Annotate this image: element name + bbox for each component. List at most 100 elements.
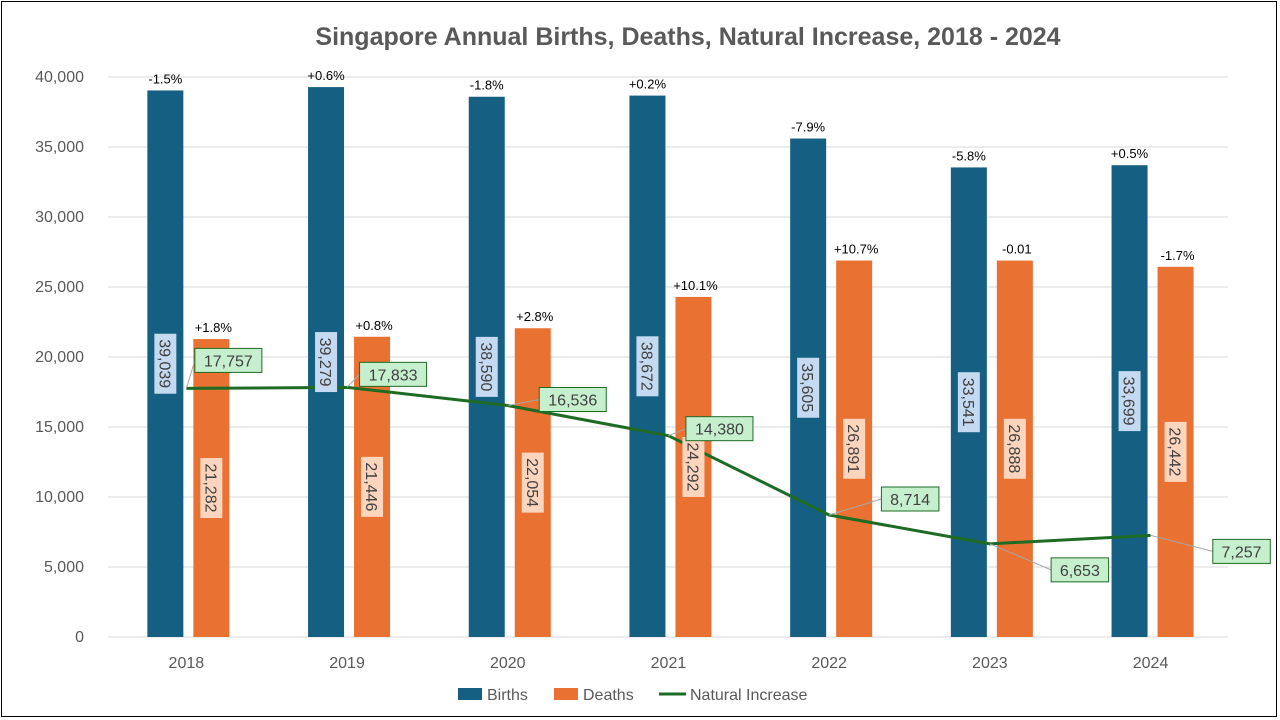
y-tick-label: 5,000 — [44, 559, 84, 576]
y-tick-label: 30,000 — [35, 209, 84, 226]
deaths-change-label: +2.8% — [516, 309, 554, 324]
births-value-label-box — [957, 372, 980, 433]
births-value-label-box — [636, 336, 659, 397]
natural-increase-label-box — [880, 486, 940, 512]
deaths-value-label-box — [200, 458, 223, 519]
births-value-label: 38,590 — [475, 336, 498, 397]
x-tick-label: 2022 — [811, 655, 847, 672]
deaths-value-label: 24,292 — [682, 436, 705, 497]
legend-natural-increase-label: Natural Increase — [690, 687, 807, 704]
deaths-change-label: +0.8% — [355, 318, 393, 333]
natural-increase-leader — [989, 543, 1052, 571]
deaths-change-label: +10.7% — [834, 242, 879, 257]
deaths-value-label-box — [521, 452, 544, 513]
natural-increase-value-label: 7,257 — [1222, 544, 1262, 561]
y-tick-label: 15,000 — [35, 419, 84, 436]
deaths-value-label-text: 24,292 — [683, 442, 700, 491]
x-tick-label: 2020 — [490, 655, 526, 672]
legend-births-label: Births — [487, 687, 528, 704]
deaths-value-label: 26,888 — [1003, 418, 1026, 479]
births-value-label-box — [154, 333, 177, 394]
births-change-label: -1.8% — [470, 78, 504, 93]
y-tick-label: 25,000 — [35, 279, 84, 296]
natural-increase-label-box — [685, 416, 754, 442]
natural-increase-value-label: 14,380 — [695, 422, 744, 439]
births-value-label-text: 33,699 — [1120, 377, 1137, 426]
births-change-label: -5.8% — [952, 148, 986, 163]
legend-births-swatch — [458, 688, 482, 700]
deaths-value-label: 21,446 — [361, 456, 384, 517]
deaths-value-label-box — [361, 456, 384, 517]
deaths-value-label: 26,442 — [1164, 421, 1187, 482]
natural-increase-value-label: 6,653 — [1060, 563, 1100, 580]
deaths-change-label: +10.1% — [673, 278, 718, 293]
births-value-label: 38,672 — [636, 336, 659, 397]
natural-increase-label-box — [359, 361, 428, 387]
y-tick-label: 40,000 — [35, 69, 84, 86]
deaths-value-label: 21,282 — [200, 458, 223, 519]
deaths-change-label: -1.7% — [1161, 248, 1195, 263]
deaths-value-label-text: 26,891 — [844, 424, 861, 473]
births-change-label: -1.5% — [148, 71, 182, 86]
natural-increase-label-box — [538, 386, 607, 412]
natural-increase-leader — [829, 498, 882, 516]
natural-increase-value-label: 16,536 — [548, 392, 597, 409]
deaths-value-label: 26,891 — [843, 418, 866, 479]
natural-increase-value-label: 8,714 — [890, 492, 930, 509]
legend-deaths-label: Deaths — [583, 687, 634, 704]
y-tick-label: 10,000 — [35, 489, 84, 506]
natural-increase-leader — [1150, 534, 1213, 552]
natural-increase-leader — [668, 428, 687, 437]
deaths-value-label-box — [1003, 418, 1026, 479]
natural-increase-label-box — [1050, 557, 1110, 583]
births-value-label: 33,699 — [1118, 371, 1141, 432]
deaths-change-label: +1.8% — [195, 320, 233, 335]
natural-increase-leader — [185, 360, 196, 389]
deaths-value-label-text: 21,282 — [201, 464, 218, 513]
deaths-value-label-box — [682, 436, 705, 497]
births-value-label: 35,605 — [797, 357, 820, 418]
births-value-label: 33,541 — [957, 372, 980, 433]
births-value-label: 39,279 — [315, 332, 338, 393]
x-tick-label: 2021 — [651, 655, 687, 672]
deaths-value-label: 22,054 — [521, 452, 544, 513]
deaths-value-label-text: 26,888 — [1005, 424, 1022, 473]
births-value-label-box — [315, 332, 338, 393]
y-tick-label: 0 — [75, 629, 84, 646]
births-change-label: -7.9% — [791, 120, 825, 135]
births-value-label: 39,039 — [154, 333, 177, 394]
deaths-value-label-text: 21,446 — [362, 462, 379, 511]
natural-increase-label-box — [194, 347, 263, 373]
y-tick-label: 20,000 — [35, 349, 84, 366]
deaths-value-label-box — [843, 418, 866, 479]
natural-increase-leader — [346, 373, 360, 388]
deaths-value-label-text: 26,442 — [1166, 427, 1183, 476]
natural-increase-label-box — [1212, 538, 1271, 564]
births-value-label-box — [797, 357, 820, 418]
deaths-change-label: -0.01 — [1002, 242, 1032, 257]
x-tick-label: 2023 — [972, 655, 1008, 672]
legend-deaths-swatch — [554, 688, 578, 700]
natural-increase-value-label: 17,833 — [369, 367, 418, 384]
chart-title: Singapore Annual Births, Deaths, Natural… — [315, 23, 1060, 51]
x-tick-label: 2019 — [329, 655, 365, 672]
births-change-label: +0.2% — [629, 77, 667, 92]
births-value-label-text: 33,541 — [959, 378, 976, 427]
births-value-label-box — [475, 336, 498, 397]
births-value-label-text: 39,039 — [155, 339, 172, 388]
births-value-label-box — [1118, 371, 1141, 432]
x-tick-label: 2024 — [1133, 655, 1169, 672]
deaths-value-label-text: 22,054 — [523, 458, 540, 507]
births-change-label: +0.6% — [307, 68, 345, 83]
births-change-label: +0.5% — [1111, 146, 1149, 161]
births-value-label-text: 38,672 — [637, 342, 654, 391]
births-value-label-text: 38,590 — [477, 342, 494, 391]
births-value-label-text: 39,279 — [316, 338, 333, 387]
natural-increase-leader — [507, 399, 540, 406]
y-tick-label: 35,000 — [35, 139, 84, 156]
births-value-label-text: 35,605 — [798, 363, 815, 412]
deaths-value-label-box — [1164, 421, 1187, 482]
natural-increase-value-label: 17,757 — [204, 353, 253, 370]
x-tick-label: 2018 — [169, 655, 205, 672]
